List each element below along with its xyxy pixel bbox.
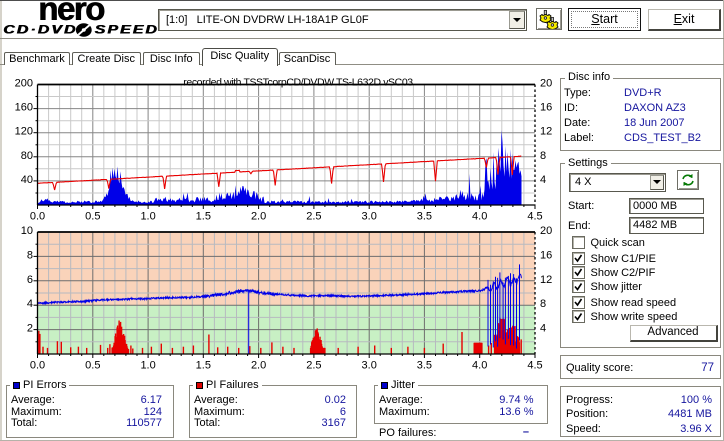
svg-text:16: 16 — [540, 102, 552, 114]
svg-text:160: 160 — [15, 102, 33, 114]
svg-text:8: 8 — [540, 298, 546, 310]
svg-text:20: 20 — [540, 225, 552, 237]
svg-text:80: 80 — [21, 150, 33, 162]
svg-text:4: 4 — [27, 298, 33, 310]
svg-text:1.0: 1.0 — [140, 211, 155, 223]
svg-text:3.5: 3.5 — [417, 211, 432, 223]
svg-text:120: 120 — [15, 126, 33, 138]
svg-text:1.5: 1.5 — [196, 211, 211, 223]
svg-text:2.0: 2.0 — [251, 211, 266, 223]
svg-text:1.5: 1.5 — [196, 360, 211, 372]
svg-text:4.5: 4.5 — [527, 360, 542, 372]
svg-text:20: 20 — [540, 78, 552, 90]
svg-text:8: 8 — [540, 150, 546, 162]
svg-text:8: 8 — [27, 249, 33, 261]
svg-text:2.5: 2.5 — [306, 360, 321, 372]
svg-text:4.5: 4.5 — [527, 211, 542, 223]
svg-text:4: 4 — [540, 174, 546, 186]
svg-text:6: 6 — [27, 274, 33, 286]
svg-text:0.0: 0.0 — [30, 360, 45, 372]
svg-text:2.0: 2.0 — [251, 360, 266, 372]
svg-text:2: 2 — [27, 323, 33, 335]
svg-text:0.5: 0.5 — [85, 360, 100, 372]
svg-text:12: 12 — [540, 126, 552, 138]
svg-text:0.0: 0.0 — [30, 211, 45, 223]
svg-text:2.5: 2.5 — [306, 211, 321, 223]
svg-text:40: 40 — [21, 174, 33, 186]
svg-text:3.0: 3.0 — [362, 211, 377, 223]
svg-text:recorded with TSSTcorpCD/DVDW: recorded with TSSTcorpCD/DVDW TS-L632D v… — [183, 77, 413, 89]
svg-text:0.5: 0.5 — [85, 211, 100, 223]
svg-text:4.0: 4.0 — [472, 211, 487, 223]
svg-text:10: 10 — [21, 225, 33, 237]
svg-text:4.0: 4.0 — [472, 360, 487, 372]
svg-text:200: 200 — [15, 78, 33, 90]
svg-text:12: 12 — [540, 274, 552, 286]
svg-text:3.0: 3.0 — [362, 360, 377, 372]
svg-text:16: 16 — [540, 249, 552, 261]
svg-text:3.5: 3.5 — [417, 360, 432, 372]
svg-text:4: 4 — [540, 323, 546, 335]
svg-text:1.0: 1.0 — [140, 360, 155, 372]
